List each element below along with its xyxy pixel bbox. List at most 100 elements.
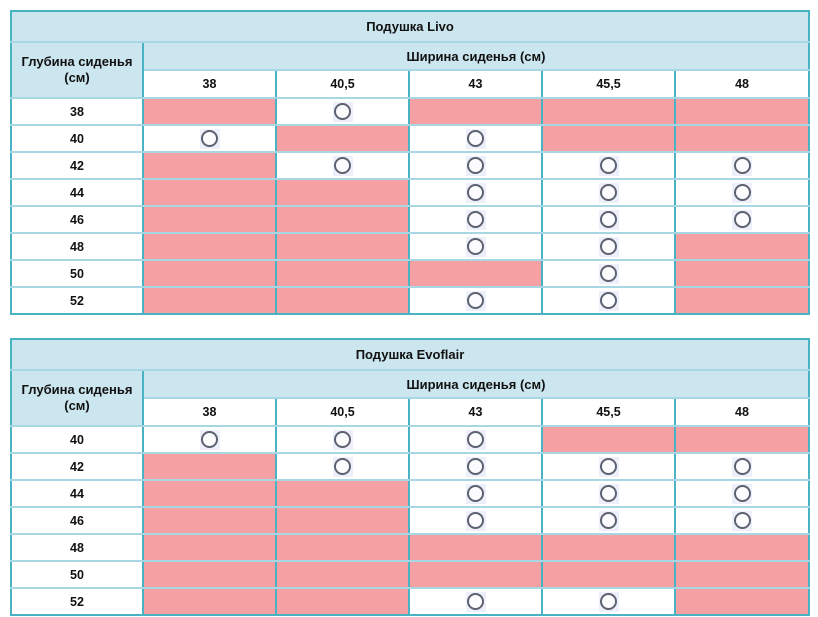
depth-value: 50: [11, 260, 144, 288]
size-option-radio[interactable]: [332, 429, 353, 450]
evoflair-size-table: Подушка Evoflair Глубина сиденья (см) Шири…: [10, 338, 810, 616]
size-option-radio[interactable]: [199, 429, 220, 450]
radio-circle-icon: [201, 130, 218, 147]
radio-circle-icon: [600, 265, 617, 282]
size-option-radio[interactable]: [598, 456, 619, 477]
size-row: 44: [11, 480, 810, 508]
width-header: Ширина сиденья (см): [143, 370, 810, 399]
size-row: 48: [11, 534, 810, 562]
size-option-radio[interactable]: [732, 155, 753, 176]
size-available-cell: [542, 287, 676, 315]
size-available-cell: [542, 179, 676, 207]
size-available-cell: [542, 480, 676, 508]
radio-circle-icon: [467, 157, 484, 174]
size-unavailable-cell: [276, 480, 410, 508]
size-option-radio[interactable]: [732, 182, 753, 203]
size-unavailable-cell: [276, 206, 410, 234]
size-unavailable-cell: [143, 480, 277, 508]
size-option-radio[interactable]: [465, 236, 486, 257]
size-row: 44: [11, 179, 811, 207]
size-available-cell: [542, 233, 676, 261]
depth-header: Глубина сиденья (см): [11, 42, 144, 99]
depth-value: 46: [11, 507, 144, 535]
size-option-radio[interactable]: [465, 128, 486, 149]
radio-circle-icon: [600, 157, 617, 174]
size-option-radio[interactable]: [598, 209, 619, 230]
size-table: Подушка Livo Глубина сиденья (см) Ширина с…: [10, 10, 811, 315]
size-option-radio[interactable]: [199, 128, 220, 149]
size-unavailable-cell: [143, 179, 277, 207]
size-option-radio[interactable]: [465, 209, 486, 230]
depth-value: 48: [11, 233, 144, 261]
size-unavailable-cell: [542, 426, 676, 454]
size-available-cell: [409, 588, 543, 616]
width-value-header: 43: [409, 70, 543, 99]
radio-circle-icon: [600, 292, 617, 309]
size-unavailable-cell: [675, 98, 811, 126]
size-option-radio[interactable]: [598, 290, 619, 311]
size-available-cell: [409, 206, 543, 234]
width-value-header: 48: [675, 70, 811, 99]
radio-circle-icon: [733, 157, 751, 174]
size-unavailable-cell: [542, 98, 676, 126]
size-available-cell: [276, 426, 410, 454]
size-unavailable-cell: [276, 179, 410, 207]
size-option-radio[interactable]: [598, 236, 619, 257]
size-available-cell: [542, 453, 676, 481]
radio-circle-icon: [334, 103, 351, 120]
size-unavailable-cell: [409, 561, 543, 589]
depth-value: 40: [11, 426, 144, 454]
size-option-radio[interactable]: [465, 290, 486, 311]
size-option-radio[interactable]: [465, 456, 486, 477]
size-option-radio[interactable]: [465, 510, 486, 531]
size-option-radio[interactable]: [465, 483, 486, 504]
size-available-cell: [409, 453, 543, 481]
size-option-radio[interactable]: [465, 182, 486, 203]
size-unavailable-cell: [409, 534, 543, 562]
size-unavailable-cell: [143, 260, 277, 288]
depth-value: 38: [11, 98, 144, 126]
depth-value: 40: [11, 125, 144, 153]
size-option-radio[interactable]: [598, 182, 619, 203]
size-option-radio[interactable]: [465, 429, 486, 450]
size-option-radio[interactable]: [732, 483, 752, 504]
depth-header: Глубина сиденья (см): [11, 370, 144, 427]
size-unavailable-cell: [276, 233, 410, 261]
radio-circle-icon: [467, 593, 484, 610]
depth-value: 42: [11, 453, 144, 481]
size-option-radio[interactable]: [732, 510, 752, 531]
size-option-radio[interactable]: [732, 209, 753, 230]
size-option-radio[interactable]: [465, 155, 486, 176]
radio-circle-icon: [600, 211, 617, 228]
size-row: 50: [11, 561, 810, 589]
size-unavailable-cell: [143, 98, 277, 126]
size-option-radio[interactable]: [332, 155, 353, 176]
radio-circle-icon: [733, 512, 751, 529]
size-option-radio[interactable]: [598, 483, 619, 504]
radio-circle-icon: [733, 485, 751, 502]
width-value-header: 43: [409, 398, 543, 427]
size-available-cell: [675, 453, 810, 481]
size-available-cell: [409, 480, 543, 508]
size-available-cell: [542, 507, 676, 535]
width-value-header: 38: [143, 70, 277, 99]
size-option-radio[interactable]: [598, 510, 619, 531]
size-unavailable-cell: [276, 287, 410, 315]
size-available-cell: [675, 480, 810, 508]
depth-value: 52: [11, 588, 144, 616]
size-option-radio[interactable]: [332, 456, 353, 477]
size-option-radio[interactable]: [598, 155, 619, 176]
size-available-cell: [675, 507, 810, 535]
size-unavailable-cell: [143, 287, 277, 315]
size-unavailable-cell: [542, 561, 676, 589]
radio-circle-icon: [467, 431, 484, 448]
radio-circle-icon: [600, 184, 617, 201]
radio-circle-icon: [201, 431, 218, 448]
size-option-radio[interactable]: [732, 456, 752, 477]
size-option-radio[interactable]: [598, 263, 619, 284]
size-available-cell: [276, 152, 410, 180]
size-option-radio[interactable]: [332, 101, 353, 122]
size-option-radio[interactable]: [465, 591, 486, 612]
width-value-header: 45,5: [542, 70, 676, 99]
size-option-radio[interactable]: [598, 591, 619, 612]
